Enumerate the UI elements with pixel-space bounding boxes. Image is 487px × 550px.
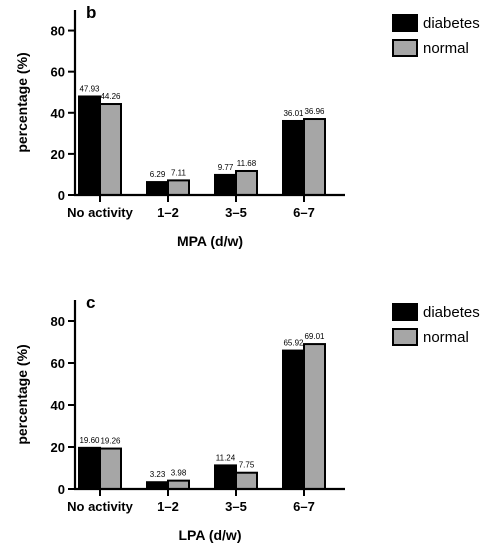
panel-b-bar-normal-0: [99, 103, 122, 196]
panel-c-y-axis-title: percentage (%): [14, 344, 30, 444]
panel-b-x-axis-title: MPA (d/w): [177, 233, 243, 249]
panel-b-value-label-diabetes-0: 47.93: [79, 84, 100, 93]
panel-b-value-label-normal-3: 36.96: [304, 107, 325, 116]
panel-c-value-label-diabetes-2: 11.24: [216, 453, 236, 462]
panel-c-bar-diabetes-0: [78, 446, 101, 490]
panel-b-value-label-normal-1: 7.11: [171, 168, 187, 177]
panel-c-bar-normal-3: [303, 343, 326, 491]
panel-b-value-label-normal-0: 44.26: [100, 92, 121, 101]
panel-b-bar-diabetes-3: [282, 119, 305, 196]
panel-b-value-label-normal-2: 11.68: [237, 159, 257, 168]
panel-b-x-tick-label-3: 6–7: [293, 205, 315, 220]
panel-b-y-tick-label-40: 40: [51, 106, 65, 121]
panel-b-bar-normal-3: [303, 118, 326, 196]
panel-c-value-label-diabetes-0: 19.60: [79, 436, 100, 445]
panel-c-value-label-diabetes-1: 3.23: [150, 470, 166, 479]
panel-c-legend-label-diabetes: diabetes: [423, 304, 480, 321]
panel-c-x-tick-label-3: 6–7: [293, 499, 315, 514]
panel-b-bar-diabetes-1: [146, 181, 169, 197]
panel-c-x-axis-title: LPA (d/w): [179, 527, 242, 543]
panel-c-panel-letter: c: [86, 293, 95, 312]
panel-b-bar-diabetes-0: [78, 95, 101, 196]
panel-c-value-label-normal-1: 3.98: [171, 469, 187, 478]
panel-c-legend-swatch-normal: [392, 328, 418, 346]
panel-b-value-label-diabetes-3: 36.01: [283, 109, 304, 118]
panel-c-value-label-normal-3: 69.01: [304, 332, 325, 341]
panel-b-bar-normal-1: [167, 179, 190, 196]
panel-c-bar-diabetes-3: [282, 349, 305, 490]
panel-b-legend-swatch-normal: [392, 39, 418, 57]
panel-b-x-tick-label-1: 1–2: [157, 205, 179, 220]
panel-b-value-label-diabetes-1: 6.29: [150, 170, 166, 179]
panel-b-y-tick-label-60: 60: [51, 65, 65, 80]
panel-b-legend-swatch-diabetes: [392, 14, 418, 32]
panel-b-y-tick-label-0: 0: [58, 188, 65, 203]
panel-c-x-tick-label-2: 3–5: [225, 499, 247, 514]
panel-c-y-tick-label-60: 60: [51, 356, 65, 371]
panel-c-bar-normal-1: [167, 479, 190, 490]
panel-b-y-tick-label-80: 80: [51, 24, 65, 39]
panel-b-x-tick-label-0: No activity: [67, 205, 134, 220]
panel-c-value-label-diabetes-3: 65.92: [283, 339, 304, 348]
panel-c-x-tick-label-0: No activity: [67, 499, 134, 514]
panel-c-value-label-normal-2: 7.75: [239, 461, 255, 470]
panel-b-y-tick-label-20: 20: [51, 147, 65, 162]
panel-c-bar-diabetes-2: [214, 464, 237, 490]
panel-c-y-tick-label-20: 20: [51, 440, 65, 455]
panel-b-value-label-diabetes-2: 9.77: [218, 163, 234, 172]
panel-c-legend-label-normal: normal: [423, 329, 469, 346]
panel-b-bar-diabetes-2: [214, 173, 237, 196]
panel-b-legend-label-normal: normal: [423, 40, 469, 57]
panel-b-x-tick-label-2: 3–5: [225, 205, 247, 220]
panel-b-y-axis-title: percentage (%): [14, 52, 30, 152]
panel-c-y-tick-label-80: 80: [51, 314, 65, 329]
panel-c-y-tick-label-0: 0: [58, 482, 65, 497]
panel-c-value-label-normal-0: 19.26: [100, 437, 121, 446]
panel-c-bar-normal-2: [235, 471, 258, 491]
panel-c-bar-normal-0: [99, 447, 122, 490]
panel-b-legend-label-diabetes: diabetes: [423, 15, 480, 32]
panel-c-y-tick-label-40: 40: [51, 398, 65, 413]
panel-c-legend-swatch-diabetes: [392, 303, 418, 321]
panel-b-panel-letter: b: [86, 3, 96, 22]
panel-b-bar-normal-2: [235, 169, 258, 196]
panel-c-x-tick-label-1: 1–2: [157, 499, 179, 514]
